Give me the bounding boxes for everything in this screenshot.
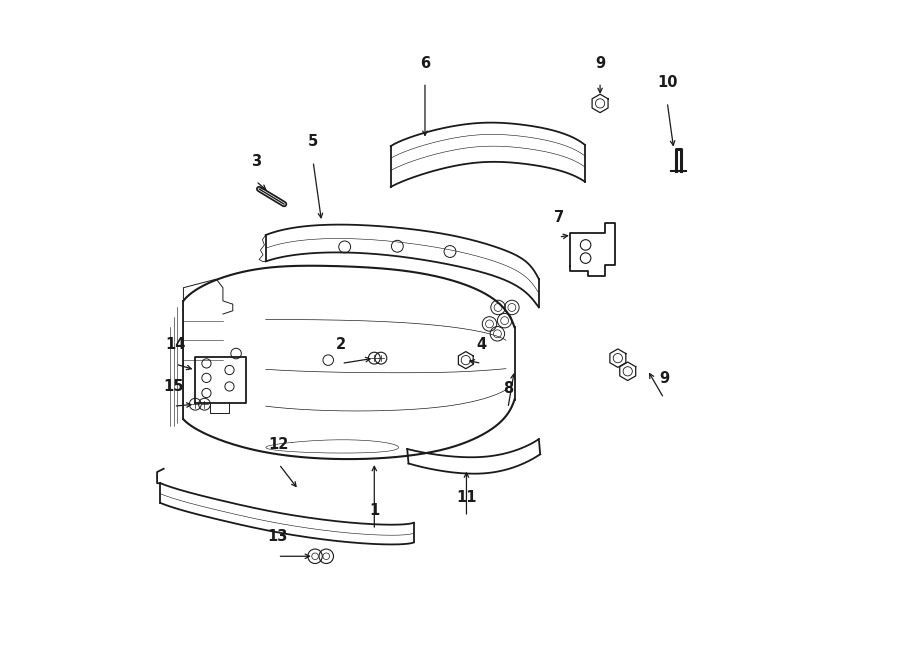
Text: 9: 9 <box>659 371 669 387</box>
Text: 11: 11 <box>456 490 477 505</box>
Text: 9: 9 <box>595 56 605 71</box>
Text: 14: 14 <box>166 337 185 352</box>
Text: 5: 5 <box>308 134 319 149</box>
Text: 1: 1 <box>369 503 380 518</box>
Text: 7: 7 <box>554 210 563 225</box>
Text: 4: 4 <box>476 336 487 352</box>
Text: 3: 3 <box>251 154 261 169</box>
Text: 10: 10 <box>657 75 678 91</box>
Text: 12: 12 <box>269 438 289 452</box>
Text: 15: 15 <box>163 379 184 395</box>
Text: 2: 2 <box>337 336 347 352</box>
Text: 13: 13 <box>267 529 288 545</box>
Text: 6: 6 <box>420 56 430 71</box>
Text: 8: 8 <box>503 381 513 397</box>
